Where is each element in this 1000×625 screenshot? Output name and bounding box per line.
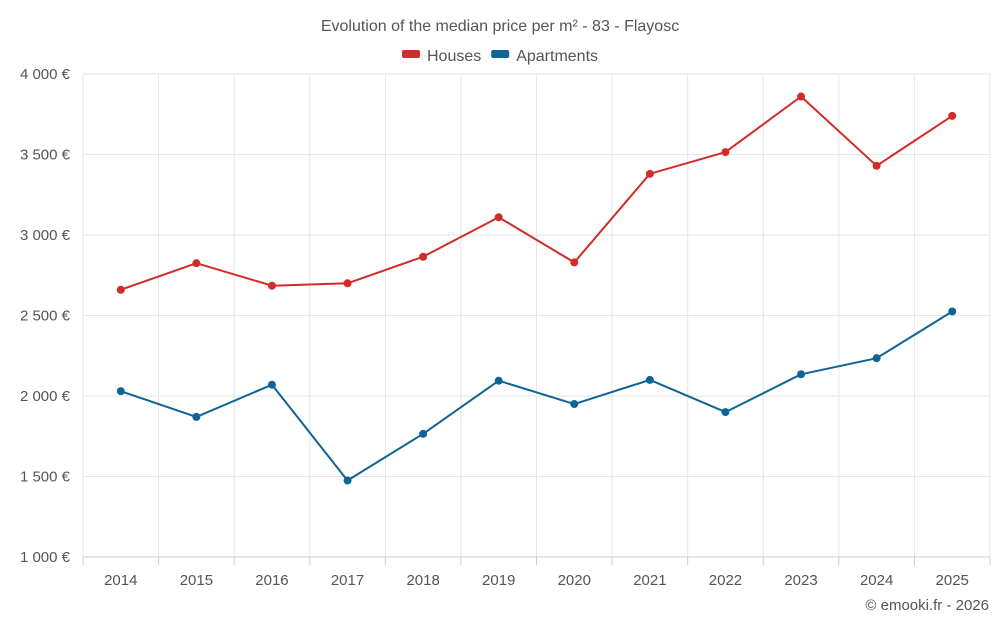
x-tick-label: 2018 — [406, 572, 439, 589]
data-point-apartments[interactable] — [645, 375, 654, 384]
x-tick-label: 2014 — [104, 572, 137, 589]
data-point-apartments[interactable] — [116, 387, 125, 396]
data-point-houses[interactable] — [267, 281, 276, 290]
legend-swatch — [491, 50, 510, 58]
data-point-houses[interactable] — [494, 213, 503, 222]
series-group — [116, 92, 957, 485]
y-tick-label: 1 000 € — [20, 549, 71, 566]
y-tick-label: 1 500 € — [20, 469, 71, 486]
legend-item-houses[interactable]: Houses — [402, 48, 481, 65]
data-point-apartments[interactable] — [343, 476, 352, 485]
y-axis: 1 000 € 1 500 € 2 000 € 2 500 € 3 000 € 3 500… — [20, 66, 71, 566]
series-line-apartments — [120, 310, 953, 482]
data-point-apartments[interactable] — [192, 412, 201, 421]
x-tick-label: 2015 — [180, 572, 213, 589]
data-point-apartments[interactable] — [797, 370, 806, 379]
x-tick-label: 2023 — [784, 572, 817, 589]
data-point-houses[interactable] — [116, 285, 125, 294]
x-tick-label: 2020 — [558, 572, 591, 589]
data-point-apartments[interactable] — [721, 408, 730, 417]
data-point-houses[interactable] — [570, 258, 579, 267]
legend-swatch — [402, 50, 420, 58]
data-point-houses[interactable] — [343, 279, 352, 288]
x-tick-label: 2016 — [255, 572, 288, 589]
y-tick-label: 2 500 € — [20, 308, 71, 325]
data-point-apartments[interactable] — [872, 354, 881, 363]
data-point-apartments[interactable] — [948, 307, 957, 316]
data-point-apartments[interactable] — [494, 376, 503, 385]
x-tick-label: 2022 — [709, 572, 742, 589]
data-point-apartments[interactable] — [267, 380, 276, 389]
x-axis: 2014 2015 2016 2017 2018 2019 2020 2021 2022 2023… — [104, 572, 969, 589]
data-point-houses[interactable] — [797, 92, 806, 101]
data-point-houses[interactable] — [948, 111, 957, 120]
legend-item-apartments[interactable]: Apartments — [491, 48, 598, 65]
y-tick-label: 3 000 € — [20, 227, 71, 244]
x-tick-label: 2017 — [331, 572, 364, 589]
data-point-houses[interactable] — [419, 252, 428, 261]
data-point-apartments[interactable] — [419, 429, 428, 438]
legend-label: Apartments — [516, 48, 598, 65]
series-line-houses — [120, 95, 953, 291]
y-tick-label: 3 500 € — [20, 147, 71, 164]
x-tick-label: 2019 — [482, 572, 515, 589]
data-point-houses[interactable] — [192, 259, 201, 268]
x-tick-label: 2024 — [860, 572, 893, 589]
legend-label: Houses — [427, 48, 481, 65]
grid — [82, 73, 991, 565]
y-tick-label: 4 000 € — [20, 66, 71, 83]
x-tick-label: 2021 — [633, 572, 666, 589]
data-point-apartments[interactable] — [570, 400, 579, 409]
credit-text: © emooki.fr - 2026 — [865, 597, 989, 614]
chart-title: Evolution of the median price per m² - 8… — [321, 18, 679, 35]
data-point-houses[interactable] — [645, 169, 654, 178]
data-point-houses[interactable] — [721, 148, 730, 157]
y-tick-label: 2 000 € — [20, 388, 71, 405]
data-point-houses[interactable] — [872, 161, 881, 170]
legend: Houses Apartments — [402, 48, 598, 65]
x-tick-label: 2025 — [936, 572, 969, 589]
